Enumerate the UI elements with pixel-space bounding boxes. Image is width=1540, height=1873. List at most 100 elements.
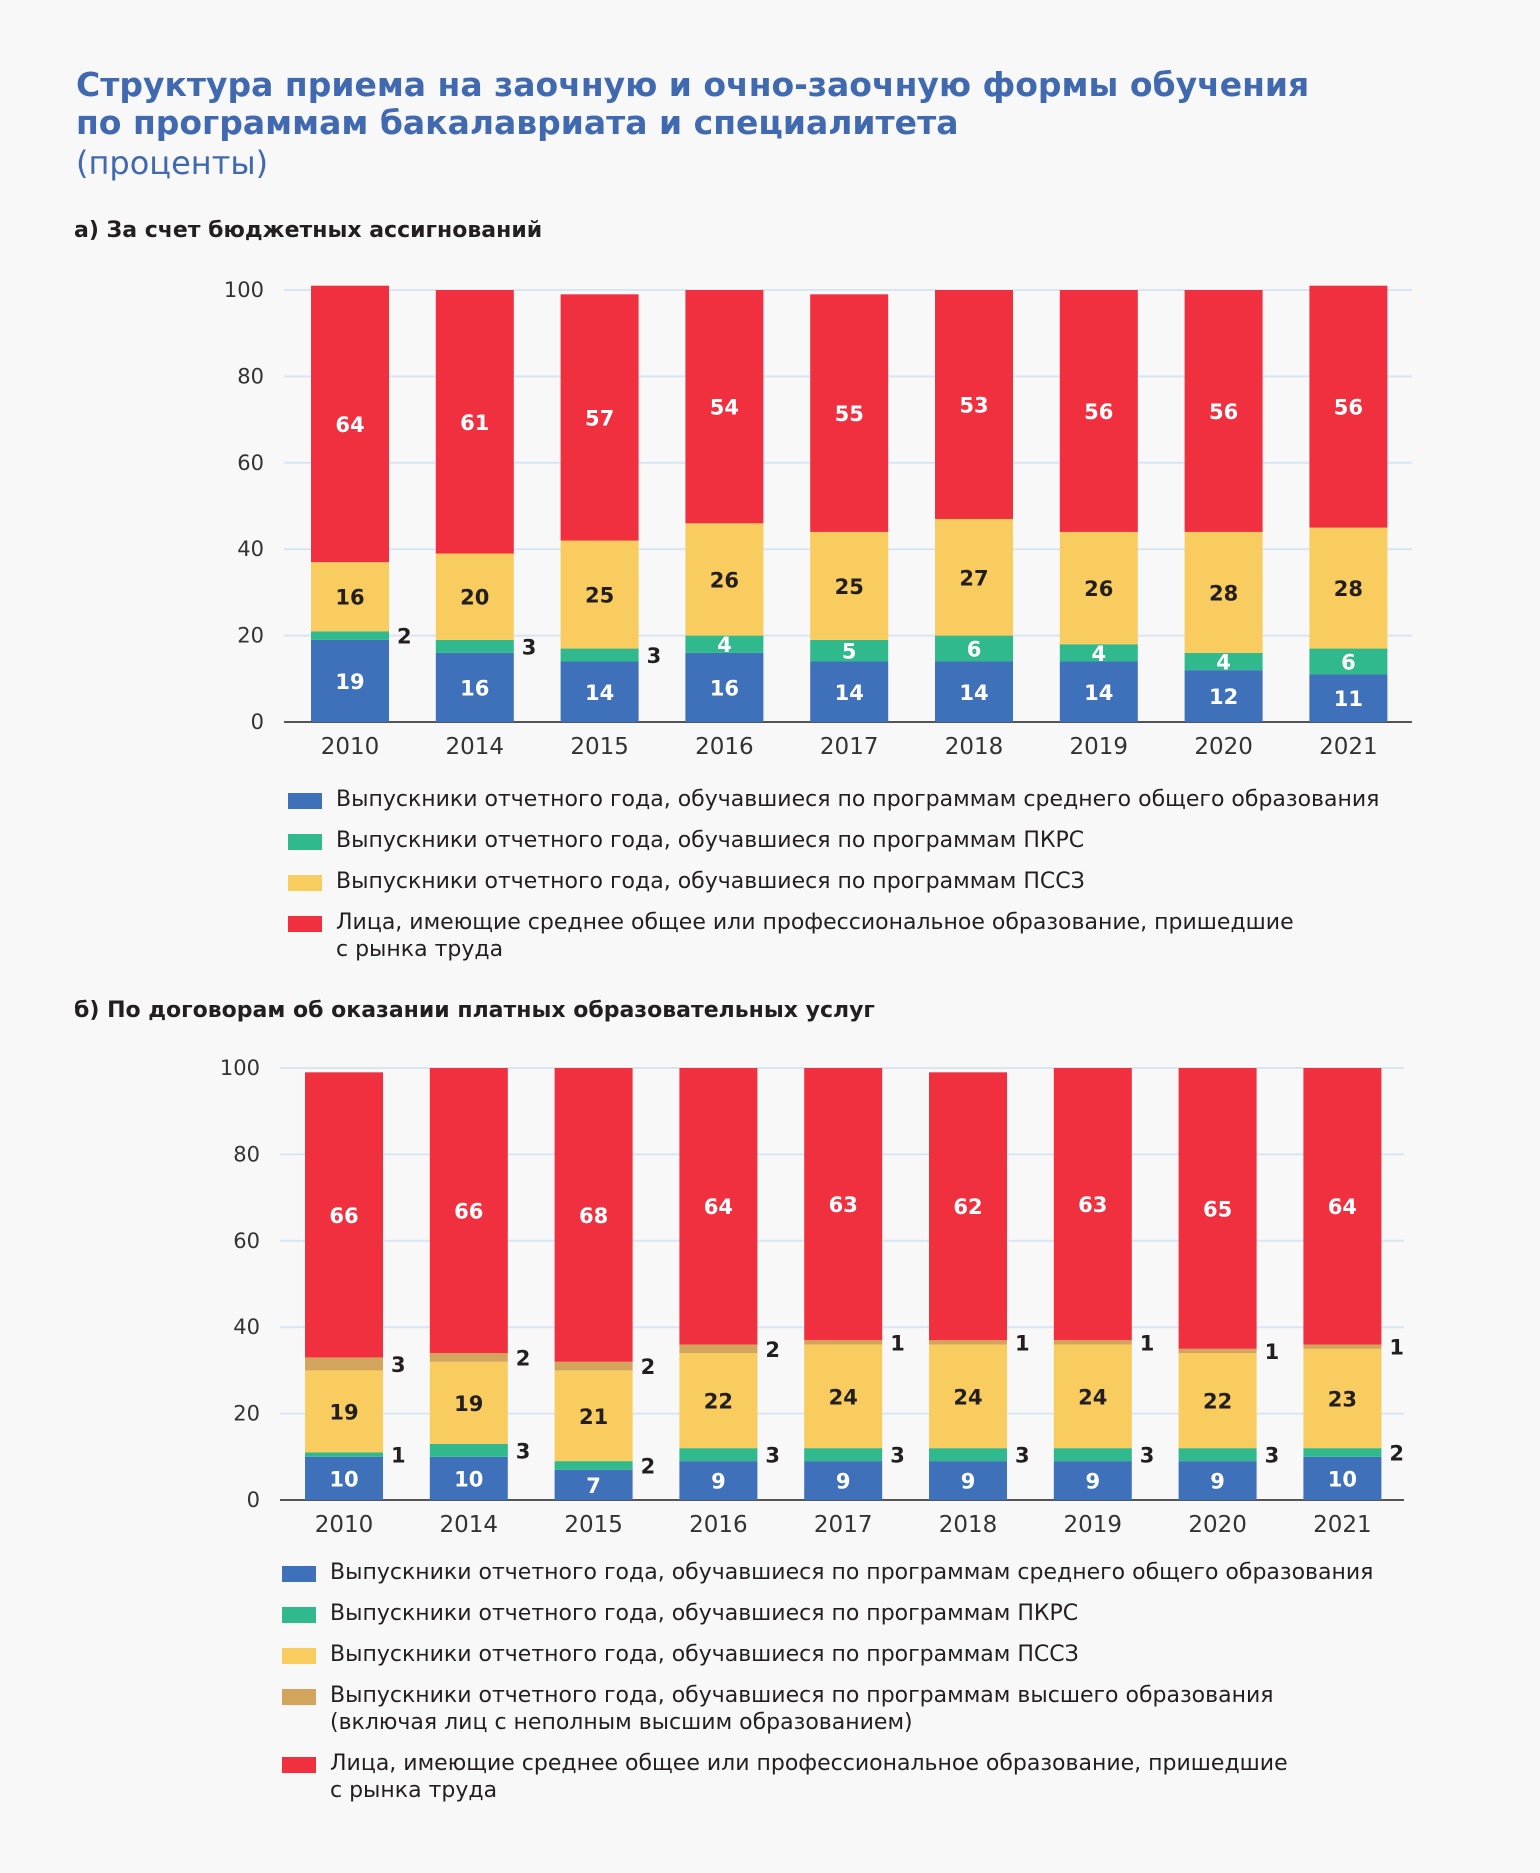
legend-swatch-pkrs <box>282 1607 316 1623</box>
data-label-school: 10 <box>329 1467 358 1491</box>
bar-segment-pkrs <box>679 1448 758 1462</box>
x-tick-label: 2018 <box>939 1512 998 1538</box>
legend-item-labor: Лица, имеющие среднее общее или професси… <box>282 1750 1373 1804</box>
data-label-higher: 2 <box>516 1346 531 1370</box>
data-label-school: 10 <box>1328 1467 1357 1491</box>
legend-label: Выпускники отчетного года, обучавшиеся п… <box>336 869 1085 894</box>
bar-segment-higher <box>429 1353 508 1362</box>
bar-segment-pssz <box>685 523 764 636</box>
bar-segment-higher <box>305 1357 383 1371</box>
data-label-pssz: 20 <box>460 586 489 610</box>
bar-segment-pssz <box>1309 527 1388 649</box>
data-label-labor: 53 <box>959 393 988 417</box>
bar-segment-pssz <box>435 553 514 640</box>
bar-segment-pkrs <box>804 1448 883 1462</box>
bar-segment-higher <box>1053 1340 1132 1345</box>
data-label-higher: 1 <box>890 1331 905 1355</box>
legend-item-labor: Лица, имеющие среднее общее или професси… <box>288 909 1379 963</box>
data-label-pssz: 28 <box>1334 577 1363 601</box>
bar-segment-school <box>804 1461 883 1500</box>
y-tick-label: 40 <box>237 537 264 561</box>
bar-segment-pssz <box>1059 531 1138 645</box>
bar-segment-school <box>685 652 764 722</box>
bar-segment-school <box>1053 1461 1132 1500</box>
y-tick-label: 80 <box>237 364 264 388</box>
data-label-labor: 56 <box>1334 396 1363 420</box>
data-label-pkrs: 3 <box>765 1444 780 1468</box>
bar-segment-pkrs <box>429 1443 508 1457</box>
data-label-pssz: 19 <box>329 1400 358 1424</box>
bar-segment-school <box>305 1456 383 1500</box>
bar-segment-pkrs <box>929 1448 1007 1462</box>
legend-swatch-labor <box>288 916 322 932</box>
data-label-pssz: 16 <box>335 586 364 610</box>
legend-item-pkrs: Выпускники отчетного года, обучавшиеся п… <box>282 1600 1373 1627</box>
y-tick-label: 20 <box>237 624 264 648</box>
y-tick-label: 0 <box>251 710 264 734</box>
legend-b: Выпускники отчетного года, обучавшиеся п… <box>282 1559 1373 1818</box>
data-label-pkrs: 3 <box>890 1444 905 1468</box>
bar-segment-labor <box>1303 1068 1382 1345</box>
bar-segment-school <box>1309 674 1388 722</box>
data-label-pkrs: 6 <box>1341 651 1356 675</box>
data-label-pkrs: 3 <box>647 644 662 668</box>
legend-item-school: Выпускники отчетного года, обучавшиеся п… <box>282 1559 1373 1586</box>
bar-segment-labor <box>1178 1068 1257 1349</box>
title-line-2: по программам бакалавриата и специалитет… <box>76 103 959 142</box>
legend-item-pssz: Выпускники отчетного года, обучавшиеся п… <box>282 1641 1373 1668</box>
bar-segment-pkrs <box>435 639 514 653</box>
bar-segment-higher <box>554 1361 633 1371</box>
data-label-labor: 66 <box>329 1204 358 1228</box>
data-label-school: 14 <box>1084 681 1113 705</box>
data-label-labor: 63 <box>1078 1193 1107 1217</box>
bar-segment-school <box>554 1469 633 1500</box>
y-tick-label: 60 <box>233 1229 260 1253</box>
legend-label: Выпускники отчетного года, обучавшиеся п… <box>336 828 1085 853</box>
data-label-school: 9 <box>1210 1470 1225 1494</box>
y-tick-label: 0 <box>247 1488 260 1512</box>
data-label-pkrs: 4 <box>1216 651 1231 675</box>
data-label-pssz: 26 <box>710 568 739 592</box>
bar-segment-higher <box>1178 1348 1257 1354</box>
bar-segment-labor <box>935 290 1013 519</box>
x-tick-label: 2019 <box>1064 1512 1123 1538</box>
legend-swatch-labor <box>282 1757 316 1773</box>
legend-swatch-school <box>282 1566 316 1582</box>
data-label-pkrs: 2 <box>397 625 412 649</box>
data-label-labor: 64 <box>1328 1195 1357 1219</box>
legend-swatch-pssz <box>288 875 322 891</box>
data-label-labor: 56 <box>1209 400 1238 424</box>
bar-segment-pssz <box>804 1344 883 1449</box>
bar-segment-labor <box>804 1068 883 1341</box>
data-label-school: 19 <box>335 670 364 694</box>
legend-swatch-pssz <box>282 1648 316 1664</box>
x-tick-label: 2010 <box>321 734 380 760</box>
y-tick-label: 80 <box>233 1142 260 1166</box>
bar-segment-labor <box>311 285 389 563</box>
data-label-pkrs: 3 <box>1140 1444 1155 1468</box>
data-label-labor: 63 <box>829 1193 858 1217</box>
data-label-pkrs: 3 <box>516 1439 531 1463</box>
data-label-school: 16 <box>460 676 489 700</box>
data-label-school: 7 <box>586 1474 601 1498</box>
bar-segment-pkrs <box>1309 648 1388 675</box>
legend-label: Выпускники отчетного года, обучавшиеся п… <box>336 787 1380 812</box>
panel-a-title: а) За счет бюджетных ассигнований <box>74 218 543 243</box>
bar-segment-pkrs <box>810 639 889 662</box>
bar-segment-pkrs <box>935 635 1013 662</box>
bar-segment-pssz <box>929 1344 1007 1449</box>
bar-segment-school <box>1059 661 1138 722</box>
bar-segment-school <box>429 1456 508 1500</box>
bar-segment-pssz <box>810 531 889 640</box>
data-label-labor: 64 <box>335 413 364 437</box>
data-label-pkrs: 3 <box>1265 1444 1280 1468</box>
bar-segment-higher <box>804 1340 883 1345</box>
bar-segment-pkrs <box>1303 1448 1382 1457</box>
data-label-pssz: 24 <box>953 1385 982 1409</box>
bar-segment-school <box>311 639 389 722</box>
bar-segment-labor <box>679 1068 758 1345</box>
bar-segment-school <box>435 652 514 722</box>
data-label-pssz: 24 <box>829 1385 858 1409</box>
data-label-labor: 62 <box>953 1195 982 1219</box>
x-tick-label: 2017 <box>814 1512 873 1538</box>
